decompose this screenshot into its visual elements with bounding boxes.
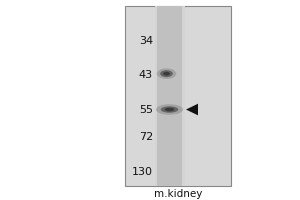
Text: m.kidney: m.kidney xyxy=(154,189,203,199)
Bar xyxy=(154,6,184,186)
Ellipse shape xyxy=(163,72,170,76)
Bar xyxy=(124,6,231,186)
Text: 130: 130 xyxy=(132,167,153,177)
Bar xyxy=(154,6,157,186)
Ellipse shape xyxy=(157,68,176,79)
Text: 34: 34 xyxy=(139,36,153,46)
Bar xyxy=(182,6,184,186)
Text: 72: 72 xyxy=(139,132,153,142)
Ellipse shape xyxy=(156,104,183,115)
Text: 43: 43 xyxy=(139,70,153,80)
Ellipse shape xyxy=(161,106,178,113)
Polygon shape xyxy=(186,104,198,115)
Ellipse shape xyxy=(160,70,173,77)
Ellipse shape xyxy=(165,108,174,111)
Text: 55: 55 xyxy=(139,105,153,115)
